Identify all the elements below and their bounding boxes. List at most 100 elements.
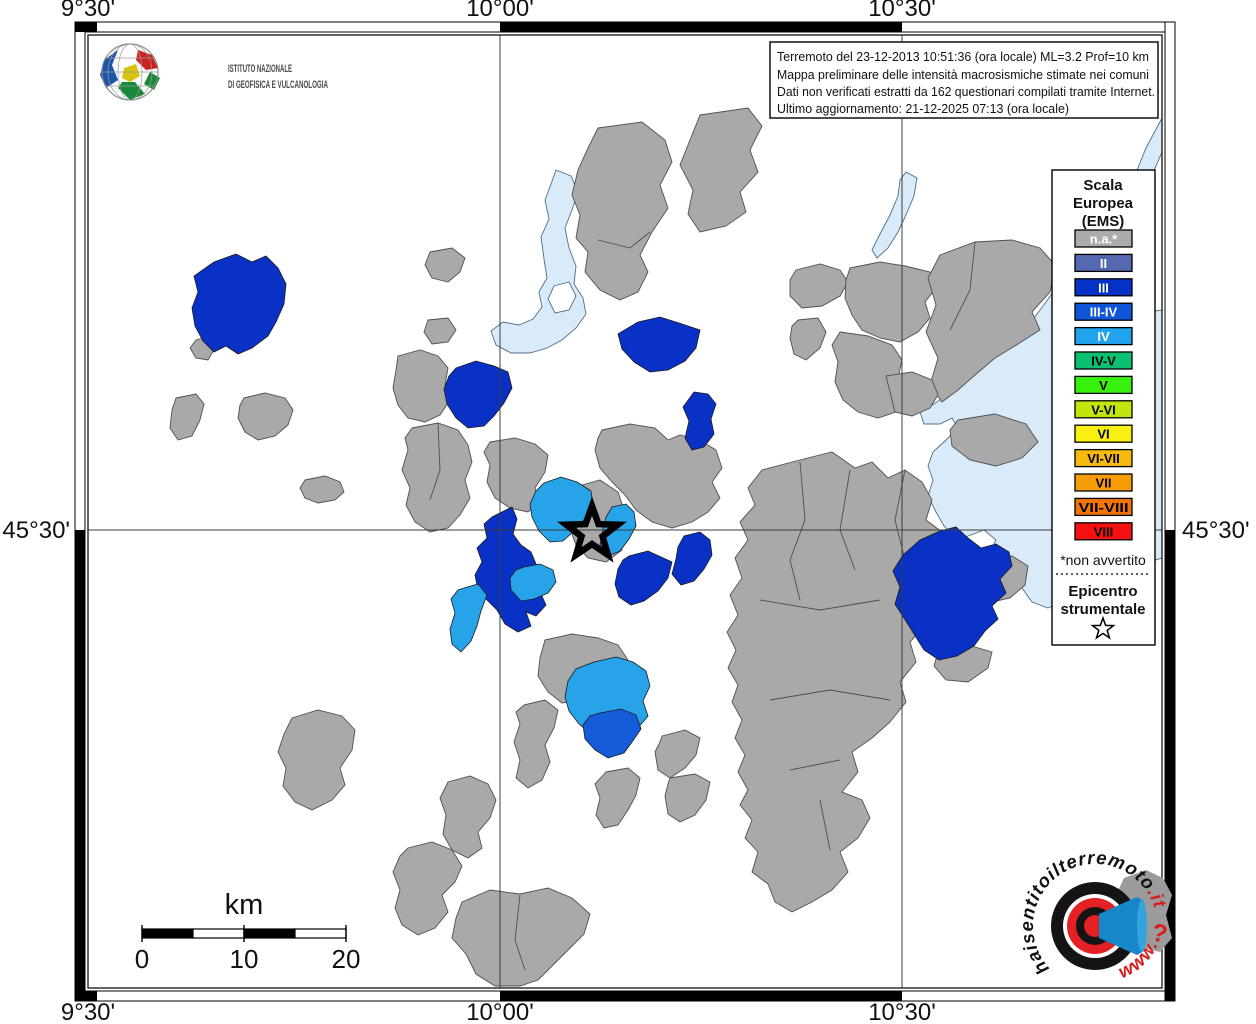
legend-label: VII-VIII	[1079, 500, 1129, 515]
municipality-not-felt	[789, 317, 827, 361]
legend-title-1: Scala	[1083, 177, 1123, 194]
municipality-intensity-i3	[892, 526, 1013, 661]
municipality-not-felt	[439, 775, 497, 859]
municipality-intensity-i3	[443, 360, 513, 429]
municipality-not-felt	[424, 247, 466, 283]
scale-bar-title: km	[225, 889, 264, 921]
longitude-label-bottom: 9°30'	[61, 999, 115, 1024]
legend-title-3: (EMS)	[1082, 213, 1125, 230]
epicenter-star-icon	[557, 496, 627, 563]
municipality-not-felt	[789, 263, 849, 309]
legend-swatch-V	[1074, 375, 1133, 395]
scale-bar-labels: 0 10 20	[135, 944, 361, 974]
legend-swatch-IVV	[1074, 351, 1133, 370]
municipality-not-felt	[925, 239, 1057, 403]
legend-swatch-II	[1074, 253, 1133, 273]
municipality-not-felt	[392, 349, 451, 423]
municipality-not-felt	[392, 841, 463, 936]
legend-label: n.a.*	[1090, 232, 1118, 247]
legend-label: VIII	[1094, 524, 1114, 539]
municipality-border	[514, 894, 526, 971]
legend-label: VI-VII	[1087, 451, 1120, 466]
municipality-not-felt	[594, 767, 641, 829]
legend-swatch-VIII	[1074, 522, 1133, 541]
legend-label: III-IV	[1090, 305, 1118, 320]
legend-label: VII	[1096, 476, 1112, 491]
municipality-not-felt	[831, 331, 906, 419]
municipality-not-felt	[885, 371, 939, 417]
info-line-2: Mappa preliminare delle intensità macros…	[777, 67, 1149, 82]
legend-swatch-IIIIV	[1074, 302, 1133, 321]
legend-label: IV	[1097, 329, 1110, 344]
legend-swatch-VII	[1074, 473, 1133, 492]
latitude-label-right: 45°30'	[1182, 517, 1250, 544]
municipality-intensity-i4	[449, 583, 488, 653]
municipality-not-felt	[451, 887, 591, 987]
logo-green-wedge	[118, 82, 145, 100]
municipality-not-felt	[654, 729, 701, 779]
municipality-border	[597, 231, 651, 249]
latitude-label-left: 45°30'	[2, 517, 70, 544]
municipality-border	[819, 799, 831, 851]
longitude-label-bottom: 10°00'	[466, 999, 534, 1024]
logo-text-line2: DI GEOFISICA E VULCANOLOGIA	[228, 79, 328, 91]
intensity-layer	[191, 253, 1013, 759]
legend-swatch-III	[1074, 278, 1133, 297]
municipality-border	[429, 422, 441, 501]
municipality-intensity-i34	[582, 708, 642, 759]
longitude-labels-bottom: 9°30' 10°00' 10°30'	[61, 999, 936, 1024]
logo-green-wedge-2	[144, 72, 160, 90]
legend-label: II	[1100, 256, 1107, 271]
municipality-not-felt	[299, 475, 345, 504]
municipality-intensity-i3	[614, 550, 673, 606]
longitude-label-top: 9°30'	[61, 0, 115, 22]
municipality-intensity-i3	[474, 506, 550, 633]
municipality-not-felt	[664, 773, 711, 823]
logo-text-line1: ISTITUTO NAZIONALE	[228, 63, 292, 75]
legend-label: IV-V	[1091, 354, 1116, 369]
lake	[871, 171, 918, 259]
legend-swatch-VI	[1074, 424, 1133, 443]
longitude-label-bottom: 10°30'	[868, 999, 936, 1024]
municipality-not-felt	[423, 317, 457, 345]
watermark-question-mark: ?	[1149, 918, 1170, 949]
municipality-border	[789, 461, 806, 601]
municipality-not-felt	[844, 261, 937, 343]
scale-bar-tick-label: 10	[230, 944, 259, 974]
longitude-label-top: 10°30'	[868, 0, 936, 22]
municipality-not-felt	[571, 121, 673, 301]
info-box: Terremoto del 23-12-2013 10:51:36 (ora l…	[769, 41, 1159, 119]
legend-epicenter-2: strumentale	[1060, 601, 1145, 618]
legend-swatch-VIIVIII	[1074, 497, 1133, 517]
municipality-not-felt	[594, 423, 723, 529]
municipality-not-felt	[237, 392, 294, 441]
legend-epicenter-1: Epicentro	[1068, 583, 1137, 600]
municipality-not-felt	[679, 107, 763, 233]
legend-footnote: *non avvertito	[1060, 552, 1146, 568]
map-frame	[74, 21, 1176, 1002]
municipality-not-felt	[513, 699, 559, 789]
municipality-not-felt	[949, 413, 1039, 467]
legend-label: VI	[1097, 427, 1109, 442]
legend: Scala Europea (EMS) n.a.*IIIIIIII-IVIVIV…	[1051, 169, 1156, 646]
legend-title-2: Europea	[1073, 195, 1134, 212]
municipality-intensity-i3	[617, 316, 701, 373]
municipality-border	[769, 689, 891, 701]
legend-label: V-VI	[1091, 402, 1116, 417]
municipality-not-felt	[401, 422, 473, 533]
municipalities-layer	[169, 107, 1057, 987]
municipality-border	[949, 241, 976, 331]
scale-bar-tick-label: 20	[332, 944, 361, 974]
longitude-label-top: 10°00'	[466, 0, 534, 22]
municipality-intensity-i4	[509, 563, 557, 602]
legend-swatch-IV	[1074, 326, 1133, 346]
municipality-border	[789, 759, 841, 771]
legend-label: V	[1099, 378, 1108, 393]
legend-swatch-VIVII	[1074, 448, 1133, 468]
info-line-3: Dati non verificati estratti da 162 ques…	[777, 84, 1155, 99]
municipality-intensity-i3	[191, 253, 287, 355]
logo-yellow-wedge	[122, 64, 140, 82]
municipality-not-felt	[169, 393, 205, 441]
info-line-4: Ultimo aggiornamento: 21-12-2025 07:13 (…	[777, 101, 1069, 116]
